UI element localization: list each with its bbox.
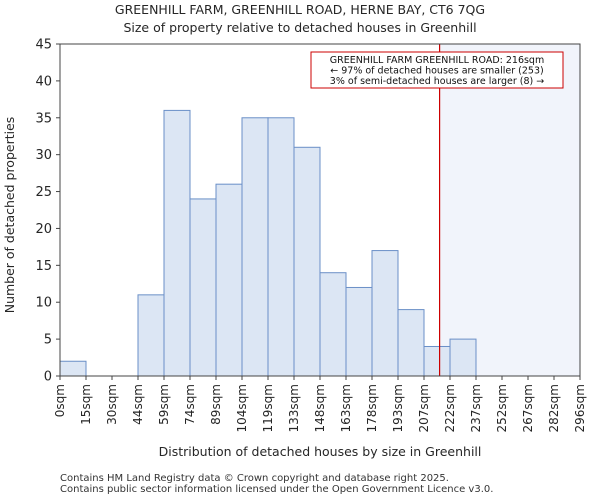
y-tick-label-45: 45 — [35, 38, 52, 53]
bar-207sqm — [423, 345, 451, 377]
y-tick-label-40: 40 — [35, 74, 52, 89]
x-tick-label-104sqm: 104sqm — [235, 384, 249, 432]
x-tick-label-267sqm: 267sqm — [521, 384, 535, 432]
annotation-line-3: 3% of semi-detached houses are larger (8… — [330, 76, 544, 87]
y-tick-label-15: 15 — [35, 259, 52, 274]
y-tick-label-25: 25 — [35, 185, 52, 200]
bar-59sqm — [163, 109, 191, 377]
bar-163sqm — [345, 286, 373, 377]
annotation-line-2: ← 97% of detached houses are smaller (25… — [330, 66, 543, 77]
bar-178sqm — [371, 250, 399, 377]
y-tick-label-5: 5 — [44, 333, 52, 348]
annotation-box — [310, 51, 564, 89]
x-tick-label-133sqm: 133sqm — [287, 384, 301, 432]
x-tick-label-148sqm: 148sqm — [313, 384, 327, 432]
chart-title: GREENHILL FARM, GREENHILL ROAD, HERNE BA… — [114, 2, 486, 17]
y-tick-label-0: 0 — [44, 370, 52, 385]
footer-line-2: Contains public sector information licen… — [60, 484, 494, 495]
x-tick-label-282sqm: 282sqm — [547, 384, 561, 432]
x-tick-label-237sqm: 237sqm — [469, 384, 483, 432]
bar-222sqm — [449, 338, 477, 377]
chart-subtitle: Size of property relative to detached ho… — [123, 20, 477, 35]
x-tick-label-74sqm: 74sqm — [183, 384, 197, 425]
x-tick-label-0sqm: 0sqm — [53, 384, 67, 417]
x-tick-label-15sqm: 15sqm — [79, 384, 93, 425]
x-tick-label-59sqm: 59sqm — [157, 384, 171, 425]
y-tick-label-30: 30 — [35, 148, 52, 163]
x-tick-label-163sqm: 163sqm — [339, 384, 353, 432]
bar-0sqm — [59, 360, 87, 377]
larger-region-shade — [439, 44, 580, 376]
y-tick-label-35: 35 — [35, 111, 52, 126]
x-tick-label-178sqm: 178sqm — [365, 384, 379, 432]
bar-104sqm — [241, 117, 269, 377]
x-tick-label-44sqm: 44sqm — [131, 384, 145, 425]
footer-line-1: Contains HM Land Registry data © Crown c… — [60, 473, 449, 484]
x-tick-label-207sqm: 207sqm — [417, 384, 431, 432]
x-tick-label-222sqm: 222sqm — [443, 384, 457, 432]
histogram-chart: 0 5 10 15 20 25 30 35 40 45 0sqm 15sqm 30sqm 44sqm 59s… — [2, 38, 587, 460]
x-tick-label-252sqm: 252sqm — [495, 384, 509, 432]
bar-74sqm — [189, 198, 217, 377]
annotation-line-1: GREENHILL FARM GREENHILL ROAD: 216sqm — [330, 55, 544, 66]
x-tick-label-89sqm: 89sqm — [209, 384, 223, 425]
x-tick-label-193sqm: 193sqm — [391, 384, 405, 432]
x-tick-label-119sqm: 119sqm — [261, 384, 275, 432]
x-tick-label-296sqm: 296sqm — [573, 384, 587, 432]
bar-133sqm — [293, 146, 321, 377]
y-tick-label-20: 20 — [35, 222, 52, 237]
bar-193sqm — [397, 309, 425, 377]
x-tick-label-30sqm: 30sqm — [105, 384, 119, 425]
y-axis-label: Number of detached properties — [2, 117, 17, 314]
bar-119sqm — [267, 117, 295, 377]
bar-89sqm — [215, 183, 243, 377]
bar-44sqm — [137, 294, 165, 377]
bar-148sqm — [319, 272, 347, 377]
x-axis-label: Distribution of detached houses by size … — [159, 444, 482, 459]
y-tick-label-10: 10 — [35, 296, 52, 311]
